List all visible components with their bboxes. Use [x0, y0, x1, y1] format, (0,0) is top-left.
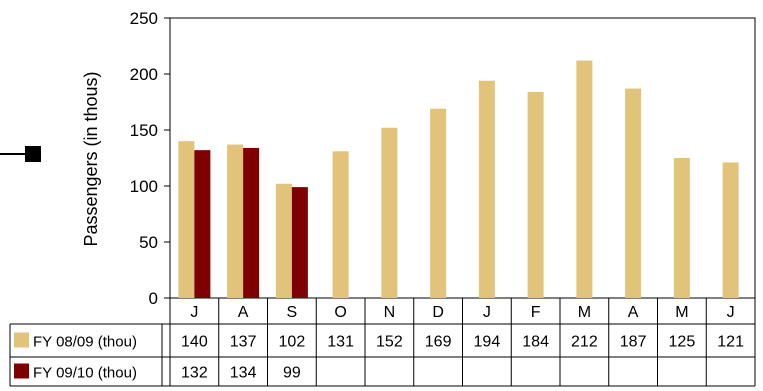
data-table: J A S O N D J F M A M J FY 08/09 (thou) 140 137 102 131 1… [9, 298, 756, 387]
bar-fy0809 [381, 127, 398, 298]
data-value-cell: 137 [230, 334, 257, 351]
bar-fy0809 [478, 80, 495, 298]
bar-fy0809 [332, 151, 349, 298]
data-value-cell: 121 [717, 334, 744, 351]
bar-fy0809 [527, 91, 544, 298]
data-value-cell: 187 [620, 334, 647, 351]
data-value-cell: 99 [283, 365, 301, 382]
category-label: M [578, 304, 591, 321]
data-value-cell: 169 [425, 334, 452, 351]
data-value-cell: 132 [181, 365, 208, 382]
y-tick-label: 200 [130, 65, 158, 84]
data-value-cell: 125 [669, 334, 696, 351]
legend-label: FY 08/09 (thou) [33, 334, 137, 351]
y-axis-ticks: 0 50 100 150 200 250 [130, 9, 170, 308]
bar-fy0809 [625, 88, 642, 298]
y-tick-label: 50 [139, 233, 158, 252]
data-value-cell: 152 [376, 334, 403, 351]
data-value-cell: 131 [327, 334, 354, 351]
category-label: N [384, 304, 396, 321]
data-value-cell: 184 [522, 334, 549, 351]
data-value-cell: 134 [230, 365, 257, 382]
data-value-cell: 140 [181, 334, 208, 351]
category-label: F [531, 304, 541, 321]
y-tick-label: 150 [130, 121, 158, 140]
legend-marker-decoration [0, 146, 41, 162]
y-tick-label: 0 [149, 289, 158, 308]
bar-fy0809 [673, 158, 690, 298]
category-label: J [190, 304, 198, 321]
data-value-cell: 102 [279, 334, 306, 351]
legend-swatch [14, 332, 29, 348]
bar-fy0809 [430, 108, 447, 298]
y-tick-label: 250 [130, 9, 158, 28]
category-label: M [675, 304, 688, 321]
category-label: J [483, 304, 491, 321]
bar-fy0809 [722, 162, 739, 298]
category-label: J [727, 304, 735, 321]
bar-fy0809 [227, 144, 244, 298]
bar-fy0809 [275, 183, 292, 298]
data-value-cell: 194 [474, 334, 501, 351]
bar-fy0809 [178, 141, 195, 298]
data-value-cell: 212 [571, 334, 598, 351]
plot-area [169, 17, 756, 299]
category-label: S [287, 304, 298, 321]
bar-fy0910 [291, 187, 308, 298]
category-label: O [334, 304, 346, 321]
bar-fy0910 [243, 147, 260, 298]
marker-square [25, 146, 41, 162]
legend-swatch [14, 363, 29, 379]
bar-fy0809 [576, 60, 593, 299]
legend-label: FY 09/10 (thou) [33, 365, 137, 382]
y-tick-label: 100 [130, 177, 158, 196]
y-axis-title: Passengers (in thous) [81, 71, 101, 246]
category-label: A [238, 304, 249, 321]
category-label: A [628, 304, 639, 321]
bar-fy0910 [194, 150, 211, 298]
category-label: D [432, 304, 444, 321]
